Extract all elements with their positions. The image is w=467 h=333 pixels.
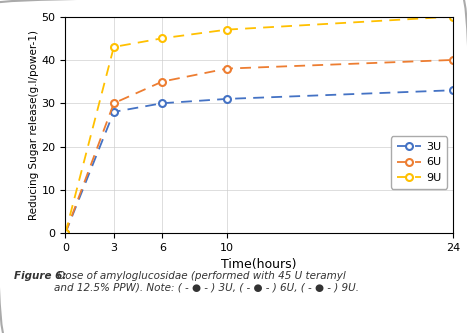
- 6U: [160, 80, 165, 84]
- 6U: [224, 67, 230, 71]
- 3U: [111, 110, 117, 114]
- Line: 6U: 6U: [62, 57, 456, 236]
- Legend: 3U, 6U, 9U: 3U, 6U, 9U: [391, 136, 447, 188]
- Text: Dose of amyloglucosidae (performed with 45 U teramyl
and 12.5% PPW). Note: ( - ●: Dose of amyloglucosidae (performed with …: [54, 271, 359, 293]
- 3U: [450, 88, 456, 92]
- 9U: [224, 28, 230, 32]
- 9U: [160, 36, 165, 40]
- 6U: [63, 231, 68, 235]
- Line: 3U: 3U: [62, 87, 456, 236]
- 6U: [111, 101, 117, 105]
- Text: Figure 6:: Figure 6:: [14, 271, 66, 281]
- 3U: [63, 231, 68, 235]
- Line: 9U: 9U: [62, 13, 456, 236]
- 3U: [224, 97, 230, 101]
- 9U: [63, 231, 68, 235]
- X-axis label: Time(hours): Time(hours): [221, 258, 297, 271]
- 3U: [160, 101, 165, 105]
- Y-axis label: Reducing Sugar release(g.l/power-1): Reducing Sugar release(g.l/power-1): [29, 30, 39, 220]
- 9U: [111, 45, 117, 49]
- 6U: [450, 58, 456, 62]
- 9U: [450, 15, 456, 19]
